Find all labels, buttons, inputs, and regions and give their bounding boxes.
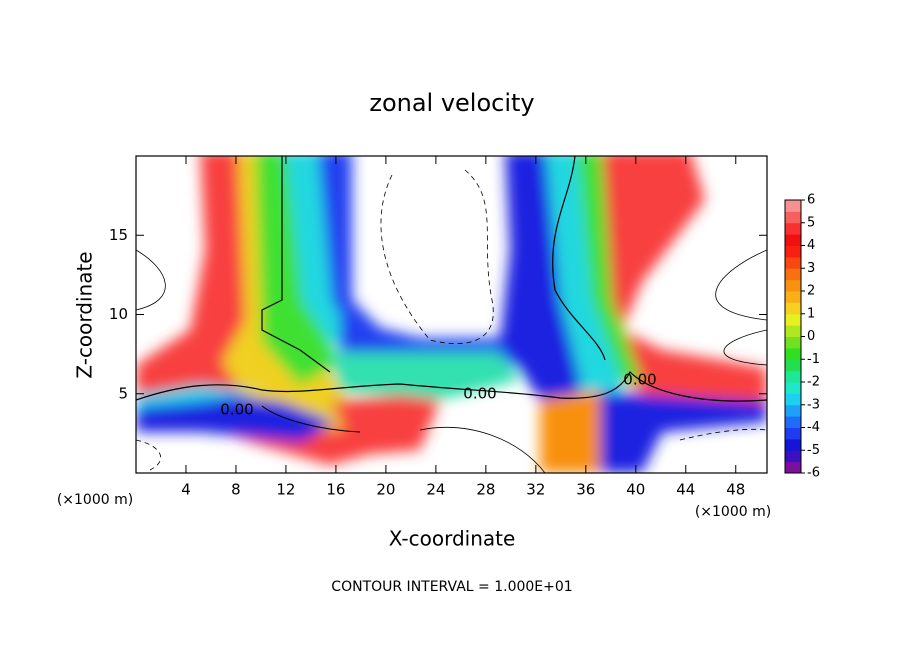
- colorbar-tick-label: -4: [807, 420, 820, 435]
- x-tick-label: 16: [326, 481, 345, 499]
- contour-label: 0.00: [463, 385, 496, 403]
- colorbar-band: [785, 438, 801, 451]
- colorbar-band: [785, 461, 801, 474]
- colorbar-tick-label: 2: [807, 284, 815, 299]
- colorbar-tick-label: -1: [807, 352, 820, 367]
- footer: CONTOUR INTERVAL = 1.000E+01: [331, 579, 572, 595]
- x-tick-label: 20: [376, 481, 395, 499]
- x-tick-label: 4: [181, 481, 191, 499]
- colorbar-tick-label: 3: [807, 261, 815, 276]
- colorbar-band: [785, 302, 801, 315]
- x-tick-label: 8: [231, 481, 241, 499]
- x-tick-label: 48: [726, 481, 745, 499]
- x-tick-label: 12: [276, 481, 295, 499]
- colorbar-band: [785, 313, 801, 326]
- x-tick-label: 28: [476, 481, 495, 499]
- colorbar-band: [785, 291, 801, 303]
- y-axis-label: Z-coordinate: [73, 251, 97, 378]
- colorbar-band: [785, 370, 801, 383]
- y-tick-label: 10: [109, 305, 128, 323]
- y-tick-label: 5: [118, 384, 128, 402]
- y-unit: (×1000 m): [57, 492, 133, 508]
- y-tick-label: 15: [109, 226, 128, 244]
- colorbar-band: [785, 393, 801, 406]
- x-tick-label: 24: [426, 481, 445, 499]
- colorbar-tick-label: -6: [807, 466, 820, 481]
- colorbar-band: [785, 256, 801, 269]
- colorbar-band: [785, 200, 801, 212]
- colorbar-band: [785, 325, 801, 337]
- colorbar-band: [785, 404, 801, 417]
- colorbar-band: [785, 211, 801, 224]
- chart-title: zonal velocity: [369, 89, 534, 117]
- x-tick-label: 36: [576, 481, 595, 499]
- colorbar-band: [785, 234, 801, 246]
- x-tick-label: 44: [676, 481, 695, 499]
- colorbar-band: [785, 427, 801, 440]
- colorbar-tick-label: 6: [807, 193, 815, 208]
- colorbar-band: [785, 450, 801, 463]
- colorbar-band: [785, 382, 801, 394]
- colorbar-tick-label: -5: [807, 443, 820, 458]
- colorbar-tick-label: 4: [807, 238, 815, 253]
- colorbar-band: [785, 359, 801, 372]
- colorbar-band: [785, 268, 801, 281]
- colorbar-tick-label: -3: [807, 397, 820, 412]
- colorbar-tick-label: -2: [807, 375, 820, 390]
- x-axis-label: X-coordinate: [389, 527, 516, 551]
- colorbar-tick-label: 5: [807, 215, 815, 230]
- colorbar-band: [785, 245, 801, 258]
- colorbar-band: [785, 347, 801, 360]
- x-tick-label: 40: [626, 481, 645, 499]
- colorbar-band: [785, 416, 801, 428]
- colorbar-band: [785, 279, 801, 292]
- contour-label: 0.00: [220, 401, 253, 419]
- contour-label: 0.00: [623, 371, 656, 389]
- contour-field: [136, 156, 767, 473]
- x-unit: (×1000 m): [695, 504, 771, 520]
- colorbar-band: [785, 222, 801, 235]
- x-tick-label: 32: [526, 481, 545, 499]
- colorbar-tick-label: 1: [807, 306, 815, 321]
- colorbar-band: [785, 336, 801, 349]
- colorbar-tick-label: 0: [807, 329, 815, 344]
- contour-lines: [136, 156, 767, 473]
